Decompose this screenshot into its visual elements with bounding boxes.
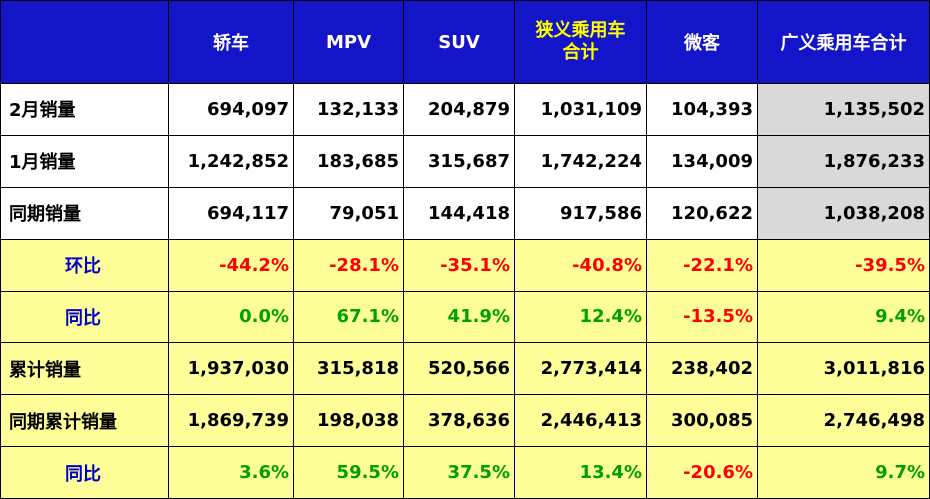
cell: 694,117 [168, 186, 294, 240]
column-header: 广义乘用车合计 [757, 0, 930, 84]
row-label: 同期销量 [0, 186, 169, 240]
cell: -39.5% [757, 238, 930, 292]
cell: 1,242,852 [168, 134, 294, 188]
cell: 9.7% [757, 446, 930, 499]
cell: -35.1% [403, 238, 515, 292]
cell: 12.4% [514, 290, 647, 344]
cell: 37.5% [403, 446, 515, 499]
row-label: 1月销量 [0, 134, 169, 188]
cell: 59.5% [293, 446, 404, 499]
column-header: MPV [293, 0, 404, 84]
table-row: 环比 -44.2% -28.1% -35.1% -40.8% -22.1% -39.5% [0, 238, 930, 292]
cell: -20.6% [646, 446, 758, 499]
cell: 41.9% [403, 290, 515, 344]
cell: 315,687 [403, 134, 515, 188]
cell: 378,636 [403, 394, 515, 448]
cell: -22.1% [646, 238, 758, 292]
cell: 183,685 [293, 134, 404, 188]
table-row: 累计销量 1,937,030 315,818 520,566 2,773,414 238,… [0, 342, 930, 396]
cell: 1,038,208 [757, 186, 930, 240]
column-header: 微客 [646, 0, 758, 84]
cell: -28.1% [293, 238, 404, 292]
table-row: 同比 3.6% 59.5% 37.5% 13.4% -20.6% 9.7% [0, 446, 930, 499]
header-row: 轿车 MPV SUV 狭义乘用车合计 微客 广义乘用车合计 [0, 0, 930, 84]
column-header: 轿车 [168, 0, 294, 84]
cell: 238,402 [646, 342, 758, 396]
table-body: 2月销量 694,097 132,133 204,879 1,031,109 104,39… [0, 83, 930, 499]
cell: 2,773,414 [514, 342, 647, 396]
row-label: 2月销量 [0, 83, 169, 136]
cell: 134,009 [646, 134, 758, 188]
cell: 132,133 [293, 83, 404, 136]
cell: 2,446,413 [514, 394, 647, 448]
cell: -40.8% [514, 238, 647, 292]
row-label: 累计销量 [0, 342, 169, 396]
cell: 104,393 [646, 83, 758, 136]
cell: 13.4% [514, 446, 647, 499]
cell: 1,135,502 [757, 83, 930, 136]
cell: 120,622 [646, 186, 758, 240]
corner-cell [0, 0, 169, 84]
cell: -13.5% [646, 290, 758, 344]
cell: 694,097 [168, 83, 294, 136]
cell: 9.4% [757, 290, 930, 344]
cell: 1,869,739 [168, 394, 294, 448]
column-header: 狭义乘用车合计 [514, 0, 647, 84]
cell: 0.0% [168, 290, 294, 344]
cell: 1,031,109 [514, 83, 647, 136]
row-label: 同比 [0, 290, 169, 344]
cell: 1,742,224 [514, 134, 647, 188]
table-row: 同期销量 694,117 79,051 144,418 917,586 120,622 1,… [0, 186, 930, 240]
row-label: 同比 [0, 446, 169, 499]
cell: 204,879 [403, 83, 515, 136]
cell: 300,085 [646, 394, 758, 448]
cell: 1,937,030 [168, 342, 294, 396]
cell: 144,418 [403, 186, 515, 240]
cell: 917,586 [514, 186, 647, 240]
cell: -44.2% [168, 238, 294, 292]
row-label: 环比 [0, 238, 169, 292]
table-row: 2月销量 694,097 132,133 204,879 1,031,109 104,39… [0, 83, 930, 136]
row-label: 同期累计销量 [0, 394, 169, 448]
cell: 1,876,233 [757, 134, 930, 188]
cell: 315,818 [293, 342, 404, 396]
cell: 3.6% [168, 446, 294, 499]
column-header: SUV [403, 0, 515, 84]
cell: 67.1% [293, 290, 404, 344]
table-row: 1月销量 1,242,852 183,685 315,687 1,742,224 134,… [0, 134, 930, 188]
cell: 198,038 [293, 394, 404, 448]
cell: 2,746,498 [757, 394, 930, 448]
cell: 520,566 [403, 342, 515, 396]
cell: 3,011,816 [757, 342, 930, 396]
table-row: 同期累计销量 1,869,739 198,038 378,636 2,446,413 30… [0, 394, 930, 448]
cell: 79,051 [293, 186, 404, 240]
table-row: 同比 0.0% 67.1% 41.9% 12.4% -13.5% 9.4% [0, 290, 930, 344]
